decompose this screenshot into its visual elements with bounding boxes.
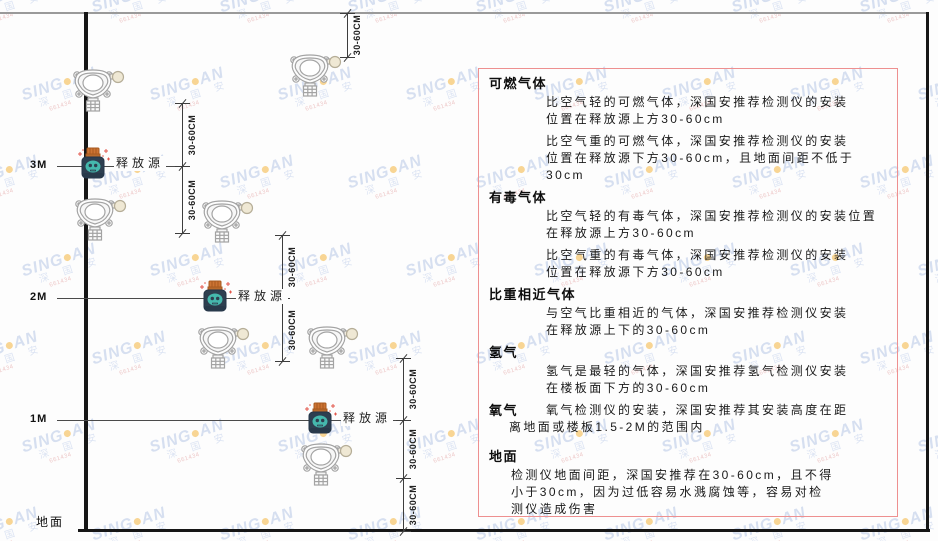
panel-text-line: 离地面或楼板1.5-2M的范围内 bbox=[509, 420, 705, 434]
dimension-label: 30-60CM bbox=[287, 246, 297, 287]
release-source-label: 释放源 bbox=[341, 411, 394, 426]
gas-detector-icon bbox=[71, 195, 127, 246]
info-panel: 可燃气体比空气轻的可燃气体，深国安推荐检测仪的安装 位置在释放源上方30-60cm… bbox=[478, 68, 898, 517]
release-source-label: 释放源 bbox=[114, 156, 167, 171]
dimension-label: 30-60CM bbox=[408, 428, 418, 470]
release-source-icon bbox=[300, 402, 340, 443]
dimension-label: 30-60CM bbox=[187, 114, 197, 155]
panel-text-line: 小于30cm，因为过低容易水溅腐蚀等，容易对检 bbox=[511, 485, 824, 499]
panel-section: 氢气氢气是最轻的气体，深国安推荐氢气检测仪安装 在楼板面下方的30-60cm bbox=[489, 344, 887, 397]
release-source-icon bbox=[195, 280, 235, 321]
gas-detector-icon bbox=[198, 197, 254, 248]
ground-label: 地面 bbox=[36, 515, 65, 529]
ground-line bbox=[78, 529, 930, 532]
release-source-icon bbox=[73, 147, 113, 188]
panel-section-heading: 氧气 bbox=[489, 403, 519, 418]
panel-section: 地面检测仪地面间距，深国安推荐在30-60cm，且不得 小于30cm，因为过低容易… bbox=[489, 448, 887, 516]
gas-detector-icon bbox=[297, 440, 353, 491]
panel-section: 有毒气体比空气轻的有毒气体，深国安推荐检测仪的安装位置 在释放源上方30-60cm… bbox=[489, 189, 887, 281]
dimension-line bbox=[182, 103, 183, 233]
panel-paragraph: 比空气重的有毒气体，深国安推荐检测仪的安装 位置在释放源下方30-60cm bbox=[546, 247, 887, 281]
panel-section-heading: 地面 bbox=[489, 449, 519, 464]
axis-label: 3M bbox=[30, 159, 48, 171]
panel-paragraph: 比空气轻的有毒气体，深国安推荐检测仪的安装位置 在释放源上方30-60cm bbox=[546, 208, 887, 242]
panel-text-line: 在释放源上下的30-60cm bbox=[546, 323, 711, 337]
wall-line bbox=[84, 12, 88, 532]
panel-text-line: 比空气轻的可燃气体，深国安推荐检测仪的安装 bbox=[546, 95, 849, 109]
panel-text-line: 位置在释放源下方30-60cm bbox=[546, 265, 725, 279]
panel-text-line: 检测仪地面间距，深国安推荐在30-60cm，且不得 bbox=[511, 468, 834, 482]
panel-text-line: 位置在释放源上方30-60cm bbox=[546, 112, 725, 126]
dimension-line bbox=[347, 13, 348, 57]
panel-section-heading: 有毒气体 bbox=[489, 190, 548, 205]
gas-detector-icon bbox=[286, 51, 342, 102]
panel-text-line: 位置在释放源下方30-60cm，且地面间距不低于 bbox=[546, 151, 855, 165]
panel-paragraph: 检测仪地面间距，深国安推荐在30-60cm，且不得 小于30cm，因为过低容易水溅… bbox=[511, 467, 887, 516]
dimension-label: 30-60CM bbox=[187, 179, 197, 220]
panel-paragraph: 比空气重的可燃气体，深国安推荐检测仪的安装 位置在释放源下方30-60cm，且地面… bbox=[546, 133, 887, 184]
ceiling-line bbox=[0, 12, 928, 14]
panel-text-line: 在释放源上方30-60cm bbox=[546, 226, 696, 240]
height-level-line bbox=[57, 420, 403, 421]
right-border-line bbox=[926, 12, 929, 532]
dimension-label: 30-60CM bbox=[287, 309, 297, 350]
panel-text-line: 氧气 氧气检测仪的安装，深国安推荐其安装高度在距 bbox=[489, 403, 849, 418]
panel-text-line: 比空气重的可燃气体，深国安推荐检测仪的安装 bbox=[546, 134, 849, 148]
panel-text-line: 与空气比重相近的气体，深国安推荐检测仪安装 bbox=[546, 306, 849, 320]
panel-paragraph: 氢气是最轻的气体，深国安推荐氢气检测仪安装 在楼板面下方的30-60cm bbox=[546, 363, 887, 397]
panel-text-line: 氢气是最轻的气体，深国安推荐氢气检测仪安装 bbox=[546, 364, 849, 378]
panel-section-heading: 氢气 bbox=[489, 345, 519, 360]
panel-section: 氧气 氧气检测仪的安装，深国安推荐其安装高度在距离地面或楼板1.5-2M的范围内 bbox=[489, 402, 887, 436]
dimension-label: 30-60CM bbox=[408, 484, 418, 525]
release-source-label: 释放源 bbox=[236, 289, 289, 304]
panel-text-line: 测仪造成伤害 bbox=[511, 502, 598, 516]
axis-label: 1M bbox=[30, 413, 48, 425]
dimension-label: 30-60CM bbox=[352, 14, 362, 56]
panel-section: 比重相近气体与空气比重相近的气体，深国安推荐检测仪安装 在释放源上下的30-60c… bbox=[489, 286, 887, 339]
gas-detector-icon bbox=[194, 323, 250, 374]
gas-detector-icon bbox=[69, 66, 125, 117]
panel-section-heading: 可燃气体 bbox=[489, 76, 548, 91]
dimension-line bbox=[403, 358, 404, 531]
dimension-label: 30-60CM bbox=[408, 368, 418, 410]
panel-paragraph: 与空气比重相近的气体，深国安推荐检测仪安装 在释放源上下的30-60cm bbox=[546, 305, 887, 339]
gas-detector-icon bbox=[303, 323, 359, 374]
panel-text-line: 比空气轻的有毒气体，深国安推荐检测仪的安装位置 bbox=[546, 209, 878, 223]
panel-section: 可燃气体比空气轻的可燃气体，深国安推荐检测仪的安装 位置在释放源上方30-60cm… bbox=[489, 75, 887, 184]
panel-text-line: 30cm bbox=[546, 168, 585, 182]
panel-text-line: 比空气重的有毒气体，深国安推荐检测仪的安装 bbox=[546, 248, 849, 262]
panel-paragraph: 比空气轻的可燃气体，深国安推荐检测仪的安装 位置在释放源上方30-60cm bbox=[546, 94, 887, 128]
height-level-line bbox=[57, 298, 282, 299]
panel-section-heading: 比重相近气体 bbox=[489, 287, 577, 302]
panel-text-line: 在楼板面下方的30-60cm bbox=[546, 381, 711, 395]
axis-label: 2M bbox=[30, 291, 48, 303]
